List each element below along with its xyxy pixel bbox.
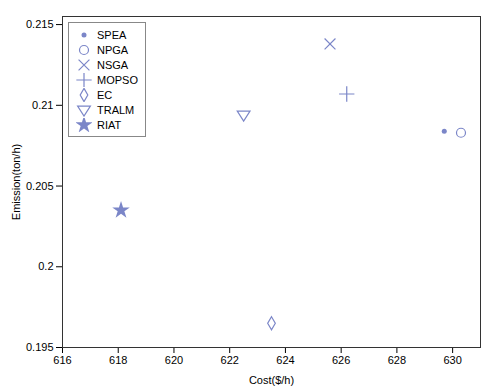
svg-text:Cost($/h): Cost($/h) [249,374,294,386]
svg-text:0.205: 0.205 [26,180,54,192]
svg-text:618: 618 [109,354,127,366]
html-text:MOPSO: MOPSO [97,73,138,86]
svg-text:624: 624 [276,354,294,366]
html-text:RIAT: RIAT [97,118,122,131]
svg-text:630: 630 [443,354,461,366]
html-text:NSGA: NSGA [97,58,129,71]
svg-text:0.21: 0.21 [32,99,53,111]
svg-text:620: 620 [165,354,183,366]
html-text:NPGA: NPGA [97,43,129,56]
html-text:SPEA: SPEA [97,28,127,41]
svg-text:0.215: 0.215 [26,18,54,30]
svg-text:628: 628 [388,354,406,366]
svg-text:616: 616 [53,354,71,366]
html-text:EC: EC [97,88,113,101]
svg-text:Emission(ton/h): Emission(ton/h) [10,144,22,220]
svg-text:0.2: 0.2 [38,260,53,272]
svg-text:626: 626 [332,354,350,366]
html-text:TRALM: TRALM [97,103,135,116]
svg-text:0.195: 0.195 [26,341,54,353]
svg-text:622: 622 [221,354,239,366]
